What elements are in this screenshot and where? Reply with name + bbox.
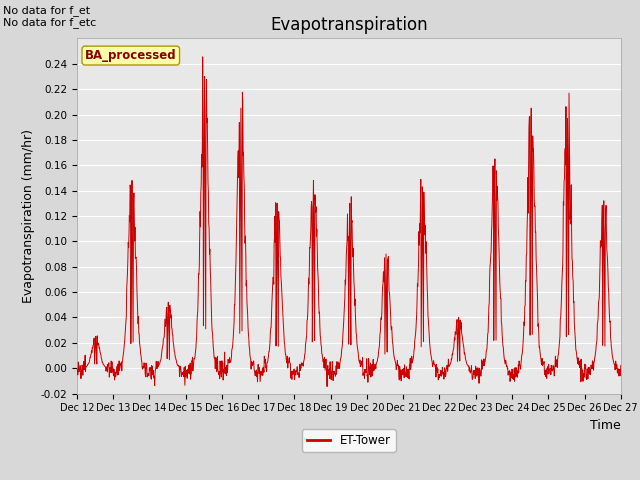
Title: Evapotranspiration: Evapotranspiration (270, 16, 428, 34)
Legend: ET-Tower: ET-Tower (302, 429, 396, 452)
Text: No data for f_et
No data for f_etc: No data for f_et No data for f_etc (3, 5, 97, 28)
X-axis label: Time: Time (590, 419, 621, 432)
Text: BA_processed: BA_processed (85, 49, 177, 62)
Y-axis label: Evapotranspiration (mm/hr): Evapotranspiration (mm/hr) (22, 129, 35, 303)
